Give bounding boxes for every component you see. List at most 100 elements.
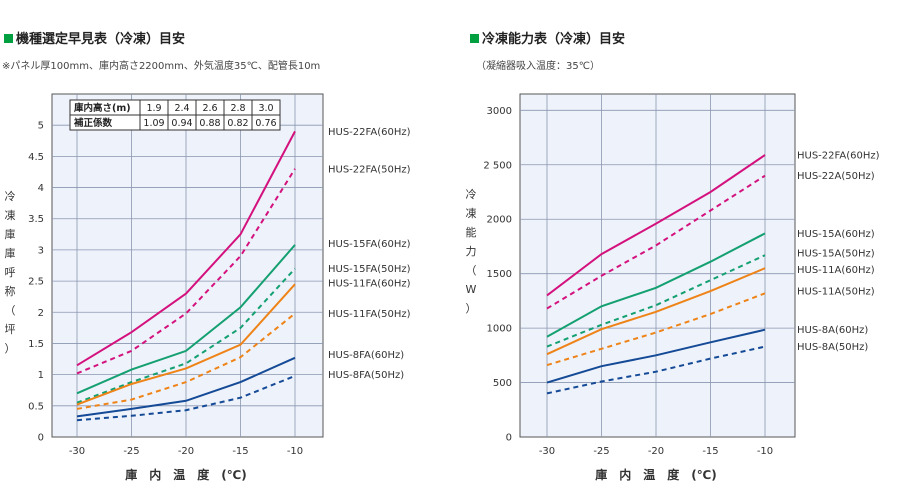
series-legend-label: HUS-22FA(60Hz) bbox=[328, 127, 411, 138]
series-legend-label: HUS-15A(60Hz) bbox=[797, 229, 875, 240]
table-cell: 0.76 bbox=[255, 118, 276, 129]
y-axis-label-char: 庫 bbox=[5, 227, 16, 241]
x-tick-label: -30 bbox=[69, 446, 85, 457]
series-line bbox=[76, 130, 296, 367]
x-tick-label: -20 bbox=[178, 446, 194, 457]
series-line bbox=[76, 244, 296, 395]
right-chart-subtitle: （凝縮器吸入温度：35℃） bbox=[476, 61, 600, 72]
left-line-chart: 0 0.5 1 1.5 2 2.5 3 3.5 4 4.5 5 -30 -25 -20 -15 -10 HUS-… bbox=[5, 93, 411, 482]
series-line bbox=[546, 292, 766, 367]
y-axis-label-char: 庫 bbox=[5, 246, 16, 260]
right-line-chart: 0 500 1000 1500 2000 2 500 3000 -30 -25 -20 -15 -10… bbox=[466, 93, 880, 482]
right-chart-title-text: 冷凍能力表（冷凍）目安 bbox=[482, 32, 626, 47]
y-axis-label-char: 力 bbox=[466, 245, 477, 258]
y-axis-label-char: 能 bbox=[466, 225, 477, 239]
plot-area bbox=[519, 93, 796, 438]
y-axis-label-char: （ bbox=[5, 304, 16, 317]
series-line bbox=[546, 267, 766, 356]
table-cell: 0.88 bbox=[199, 118, 220, 129]
series-line bbox=[546, 328, 766, 384]
series-legend-label: HUS-22FA(60Hz) bbox=[797, 150, 880, 161]
series-legend-label: HUS-11FA(60Hz) bbox=[328, 278, 411, 289]
x-tick-label: -10 bbox=[287, 446, 303, 457]
x-tick-label: -15 bbox=[232, 446, 248, 457]
y-tick-label: 2 bbox=[38, 308, 44, 319]
series-legend-label: HUS-8A(50Hz) bbox=[797, 342, 868, 353]
series-line bbox=[76, 168, 296, 375]
y-axis-label-char: W bbox=[466, 283, 477, 296]
table-cell: 2.8 bbox=[230, 103, 245, 114]
x-axis-label: 庫 内 温 度 (℃) bbox=[125, 467, 247, 482]
series-line bbox=[76, 374, 296, 422]
y-tick-label: 2 500 bbox=[483, 160, 512, 171]
y-tick-label: 4.5 bbox=[28, 152, 44, 163]
y-tick-label: 3000 bbox=[487, 106, 512, 117]
x-tick-label: -10 bbox=[757, 446, 773, 457]
table-cell: 0.94 bbox=[171, 118, 192, 129]
x-tick-label: -15 bbox=[702, 446, 718, 457]
y-tick-label: 1 bbox=[38, 370, 44, 381]
table-cell: 1.09 bbox=[143, 118, 164, 129]
series-legend-label: HUS-22A(50Hz) bbox=[797, 171, 875, 182]
series-line bbox=[76, 283, 296, 406]
series-legend-label: HUS-15FA(60Hz) bbox=[328, 239, 411, 250]
series-line bbox=[546, 254, 766, 348]
y-axis-label-char: 凍 bbox=[5, 209, 16, 222]
series-legend-label: HUS-8A(60Hz) bbox=[797, 325, 868, 336]
y-axis-label-char: 呼 bbox=[5, 266, 16, 279]
y-axis-label-char: 称 bbox=[5, 284, 16, 298]
table-cell: 3.0 bbox=[258, 103, 273, 114]
left-chart-title-text: 機種選定早見表（冷凍）目安 bbox=[16, 32, 186, 47]
series-line bbox=[546, 232, 766, 338]
table-row-head: 補正係数 bbox=[73, 117, 113, 129]
series-line bbox=[76, 267, 296, 404]
y-tick-label: 1500 bbox=[487, 269, 512, 280]
y-tick-label: 4 bbox=[38, 183, 44, 194]
series-line bbox=[546, 345, 766, 395]
left-chart-subtitle: ※パネル厚100mm、庫内高さ2200mm、外気温度35℃、配管長10m bbox=[2, 61, 321, 72]
series-legend-label: HUS-15FA(50Hz) bbox=[328, 264, 411, 275]
y-axis-label-char: 冷 bbox=[466, 188, 477, 201]
series-legend-label: HUS-8FA(60Hz) bbox=[328, 350, 404, 361]
series-legend-label: HUS-15A(50Hz) bbox=[797, 248, 875, 259]
y-axis-label-char: ） bbox=[5, 342, 16, 355]
y-tick-label: 0 bbox=[38, 433, 44, 444]
series-legend-label: HUS-8FA(50Hz) bbox=[328, 370, 404, 381]
y-tick-label: 0 bbox=[506, 433, 512, 444]
series-line bbox=[76, 312, 296, 410]
table-row-head: 庫内高さ(m) bbox=[74, 102, 131, 114]
table-cell: 1.9 bbox=[146, 103, 161, 114]
x-axis-label: 庫 内 温 度 (℃) bbox=[595, 467, 717, 482]
series-legend-label: HUS-22FA(50Hz) bbox=[328, 164, 411, 175]
y-tick-label: 1.5 bbox=[28, 339, 44, 350]
y-tick-label: 2.5 bbox=[28, 277, 44, 288]
x-tick-label: -25 bbox=[123, 446, 139, 457]
y-axis-label-char: 坪 bbox=[5, 323, 16, 336]
y-tick-label: 1000 bbox=[487, 324, 512, 335]
y-tick-label: 500 bbox=[493, 378, 512, 389]
y-tick-label: 0.5 bbox=[28, 401, 44, 412]
green-square-icon bbox=[4, 34, 13, 43]
table-cell: 2.4 bbox=[174, 103, 189, 114]
table-cell: 0.82 bbox=[227, 118, 248, 129]
table-cell: 2.6 bbox=[202, 103, 217, 114]
correction-table: 庫内高さ(m) 1.9 2.4 2.6 2.8 3.0 補正係数 1.09 0.94 0.88 0.… bbox=[69, 99, 281, 131]
y-axis-label-char: 冷 bbox=[5, 190, 16, 203]
series-line bbox=[546, 154, 766, 297]
x-tick-label: -30 bbox=[539, 446, 555, 457]
y-axis-label-char: 凍 bbox=[466, 207, 477, 220]
y-tick-label: 3.5 bbox=[28, 214, 44, 225]
x-tick-label: -20 bbox=[648, 446, 664, 457]
series-legend-label: HUS-11A(60Hz) bbox=[797, 265, 875, 276]
y-axis-label-char: （ bbox=[466, 264, 477, 277]
x-tick-label: -25 bbox=[593, 446, 609, 457]
left-chart-title: 機種選定早見表（冷凍）目安 bbox=[4, 28, 185, 47]
right-chart-title: 冷凍能力表（冷凍）目安 bbox=[470, 28, 625, 47]
y-tick-label: 2000 bbox=[487, 215, 512, 226]
y-tick-label: 3 bbox=[38, 245, 44, 256]
series-legend-label: HUS-11FA(50Hz) bbox=[328, 309, 411, 320]
green-square-icon bbox=[470, 34, 479, 43]
series-line bbox=[76, 356, 296, 418]
y-tick-label: 5 bbox=[38, 121, 44, 132]
y-axis-label-char: ） bbox=[466, 302, 477, 315]
